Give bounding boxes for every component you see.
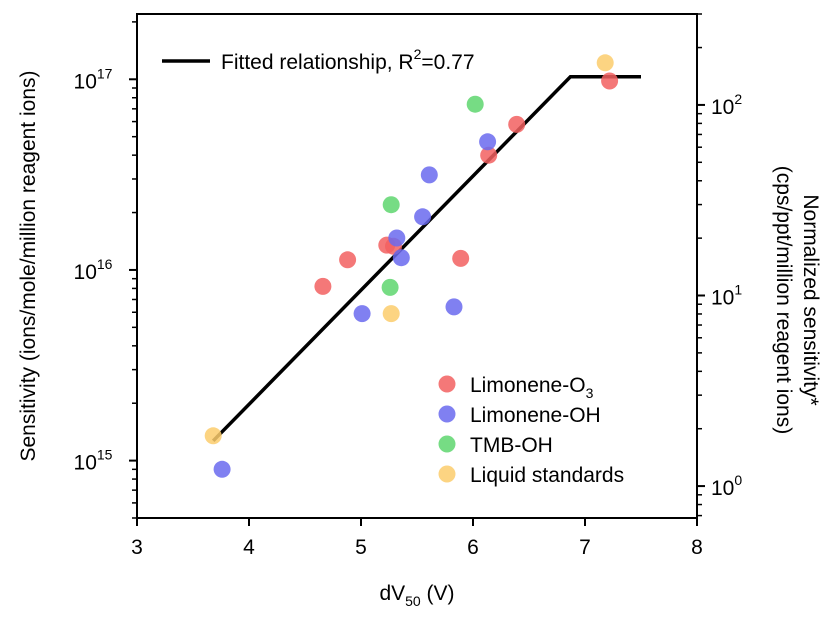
- data-point-series-3: [204, 427, 222, 445]
- fit-label-sup: 2: [414, 46, 422, 62]
- data-point-series-3: [382, 305, 400, 323]
- x-tick-label: 5: [355, 536, 367, 559]
- y-tick-exp: 16: [97, 256, 113, 272]
- x-tick-label: 3: [131, 536, 143, 559]
- y2-tick-exp: 2: [734, 91, 742, 107]
- legend-entry-series-0: Limonene-O3: [470, 374, 594, 401]
- fit-label-suffix: =0.77: [421, 51, 474, 74]
- data-point-series-1: [392, 249, 410, 267]
- legend-entry-name: Limonene-OH: [470, 404, 601, 427]
- legend: Fitted relationship, R2=0.77Limonene-O3L…: [162, 46, 624, 487]
- fit-legend-label: Fitted relationship, R2=0.77: [221, 46, 475, 74]
- y2-tick-base: 10: [711, 477, 734, 500]
- legend-entry-series-1: Limonene-OH: [470, 404, 601, 427]
- data-point-series-1: [420, 166, 438, 184]
- legend-entry-name: TMB-OH: [470, 434, 553, 457]
- y-tick-label: 1017: [74, 65, 113, 93]
- data-point-series-1: [414, 208, 432, 226]
- y-axis-label: Sensitivity (ions/mole/million reagent i…: [17, 71, 40, 462]
- legend-entry-name: Limonene-O: [470, 374, 586, 397]
- x-tick-label: 4: [243, 536, 255, 559]
- axis-labels-group: dV50 (V)Sensitivity (ions/mole/million r…: [17, 71, 822, 610]
- data-point-series-0: [480, 146, 498, 164]
- y-tick-exp: 17: [97, 65, 113, 81]
- data-point-series-1: [445, 298, 463, 316]
- data-points-group: [204, 54, 619, 478]
- legend-entry-series-2: TMB-OH: [470, 434, 553, 457]
- data-point-series-0: [314, 277, 332, 295]
- data-point-series-2: [382, 196, 400, 214]
- legend-marker-series-2: [438, 435, 456, 453]
- fit-line-group: [211, 75, 641, 443]
- y-tick-base: 10: [74, 261, 97, 284]
- x-tick-label: 8: [691, 536, 703, 559]
- legend-entry-series-3: Liquid standards: [470, 464, 624, 487]
- data-point-series-2: [466, 95, 484, 113]
- plot-frame: [136, 13, 698, 519]
- y2-axis-label-line1: Normalized sensitivity*: [799, 194, 822, 405]
- y-tick-base: 10: [74, 70, 97, 93]
- legend-marker-series-3: [438, 465, 456, 483]
- data-point-series-2: [381, 278, 399, 296]
- x-axis-label-sub: 50: [405, 593, 421, 609]
- fit-label-prefix: Fitted relationship, R: [221, 51, 414, 74]
- x-tick-label: 6: [467, 536, 479, 559]
- x-axis-label-main: dV: [379, 582, 405, 605]
- x-axis-label-unit: (V): [421, 582, 455, 605]
- y2-tick-label: 102: [711, 91, 742, 119]
- y2-tick-base: 10: [711, 287, 734, 310]
- y2-tick-label: 100: [711, 472, 742, 500]
- data-point-series-0: [452, 249, 470, 267]
- legend-entry-sub: 3: [586, 385, 594, 401]
- data-point-series-1: [353, 305, 371, 323]
- y2-tick-exp: 0: [734, 472, 742, 488]
- data-point-series-1: [213, 460, 231, 478]
- y-tick-base: 10: [74, 452, 97, 475]
- data-point-series-0: [601, 72, 619, 90]
- data-point-series-0: [508, 115, 526, 133]
- data-point-series-1: [479, 133, 497, 151]
- legend-entry-name: Liquid standards: [470, 464, 624, 487]
- y2-tick-exp: 1: [734, 282, 742, 298]
- data-point-series-0: [339, 251, 357, 269]
- fit-line: [211, 75, 641, 443]
- y-tick-label: 1016: [74, 256, 113, 284]
- y-tick-exp: 15: [97, 447, 113, 463]
- x-axis-label: dV50 (V): [379, 582, 454, 609]
- legend-marker-series-1: [438, 405, 456, 423]
- y2-tick-base: 10: [711, 96, 734, 119]
- y-tick-label: 1015: [74, 447, 113, 475]
- y2-tick-label: 101: [711, 282, 742, 310]
- data-point-series-1: [388, 229, 406, 247]
- legend-marker-series-0: [438, 375, 456, 393]
- data-point-series-3: [596, 54, 614, 72]
- y2-axis-label-line2: (cps/ppt/million reagent ions): [772, 166, 795, 434]
- x-tick-label: 7: [579, 536, 591, 559]
